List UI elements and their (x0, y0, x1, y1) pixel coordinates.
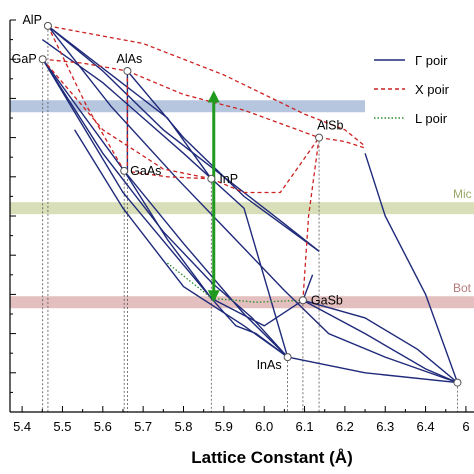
series-1-segment-8 (319, 136, 370, 151)
x-tick-label-6: 6.0 (255, 419, 273, 434)
legend-box (365, 40, 474, 150)
label-GaAs: GaAs (130, 164, 161, 178)
markers-layer: AlP GaP AlAs GaAs InP AlSb GaSb InAs (12, 13, 462, 387)
arrow-layer (207, 90, 220, 303)
x-tick-label-9: 6.3 (376, 419, 394, 434)
series-1-segment-1 (42, 58, 128, 72)
series-0-segment-13 (302, 299, 458, 384)
x-tick-label-3: 5.7 (134, 419, 152, 434)
series-0-segment-10 (47, 25, 212, 180)
point-GaP (38, 55, 47, 64)
label-AlP: AlP (22, 13, 41, 27)
point-AlAs (123, 66, 132, 75)
point-InAs (283, 353, 292, 362)
series-0-segment-14 (287, 356, 458, 384)
series-0-segment-11 (302, 274, 314, 301)
legend-label-1: X poir (415, 82, 450, 97)
label-InP: InP (219, 172, 238, 186)
label-GaP: GaP (12, 52, 37, 66)
series-1-segment-4 (124, 170, 212, 180)
legend: Γ poir X poir L poir (365, 40, 474, 150)
axes-layer: 5.4 5.5 5.6 5.7 5.8 5.9 6.0 6.1 6.2 6.3 6.4 6 (9, 19, 474, 434)
x-tick-label-7: 6.1 (296, 419, 314, 434)
point-AlSb (315, 133, 324, 142)
point-AlP (43, 21, 52, 30)
point-GaSb (298, 296, 307, 305)
series-1-segment-9 (302, 137, 320, 301)
series-0-segment-15 (41, 39, 289, 358)
series-0-segment-17 (74, 129, 289, 358)
x-tick-label-5: 5.9 (215, 419, 233, 434)
point-GaAs (120, 166, 129, 175)
legend-label-2: L poir (415, 111, 448, 126)
series-1-segment-7 (42, 58, 212, 180)
label-AlSb: AlSb (317, 119, 343, 133)
series-0-segment-6 (123, 170, 212, 299)
x-tick-label-11: 6 (462, 419, 469, 434)
point-InP (207, 174, 216, 183)
x-tick-label-8: 6.2 (336, 419, 354, 434)
arrow-head-top (207, 90, 220, 103)
x-tick-label-2: 5.6 (94, 419, 112, 434)
series-0-segment-16 (364, 153, 459, 383)
series-0-segment-9 (126, 70, 320, 252)
x-tick-label-10: 6.4 (417, 419, 435, 434)
series-2-segment-0 (166, 262, 303, 303)
x-tick-label-1: 5.5 (53, 419, 71, 434)
label-InAs: InAs (257, 358, 282, 372)
legend-label-0: Γ poir (415, 53, 448, 68)
band-2 (10, 296, 474, 309)
series-0-segment-2 (42, 58, 125, 172)
series-0-segment-1 (47, 25, 458, 384)
series-0-segment-3 (42, 58, 289, 358)
arrow-head-bottom (207, 290, 220, 303)
label-GaSb: GaSb (311, 293, 343, 307)
x-tick-label-4: 5.8 (174, 419, 192, 434)
band-label-2: Bot (453, 281, 472, 295)
x-tick-label-0: 5.4 (13, 419, 31, 434)
band-label-1: Mic (453, 187, 472, 201)
band-1 (10, 202, 474, 215)
series-1-segment-5 (211, 137, 320, 194)
series-0-segment-12 (302, 299, 458, 384)
series-1-segment-3 (47, 25, 125, 172)
point-InSb (453, 378, 462, 387)
label-AlAs: AlAs (117, 52, 143, 66)
x-axis-title: Lattice Constant (Å) (191, 448, 353, 467)
series-layer (41, 25, 459, 384)
series-0-segment-4 (42, 58, 304, 327)
series-1-segment-0 (47, 25, 370, 150)
